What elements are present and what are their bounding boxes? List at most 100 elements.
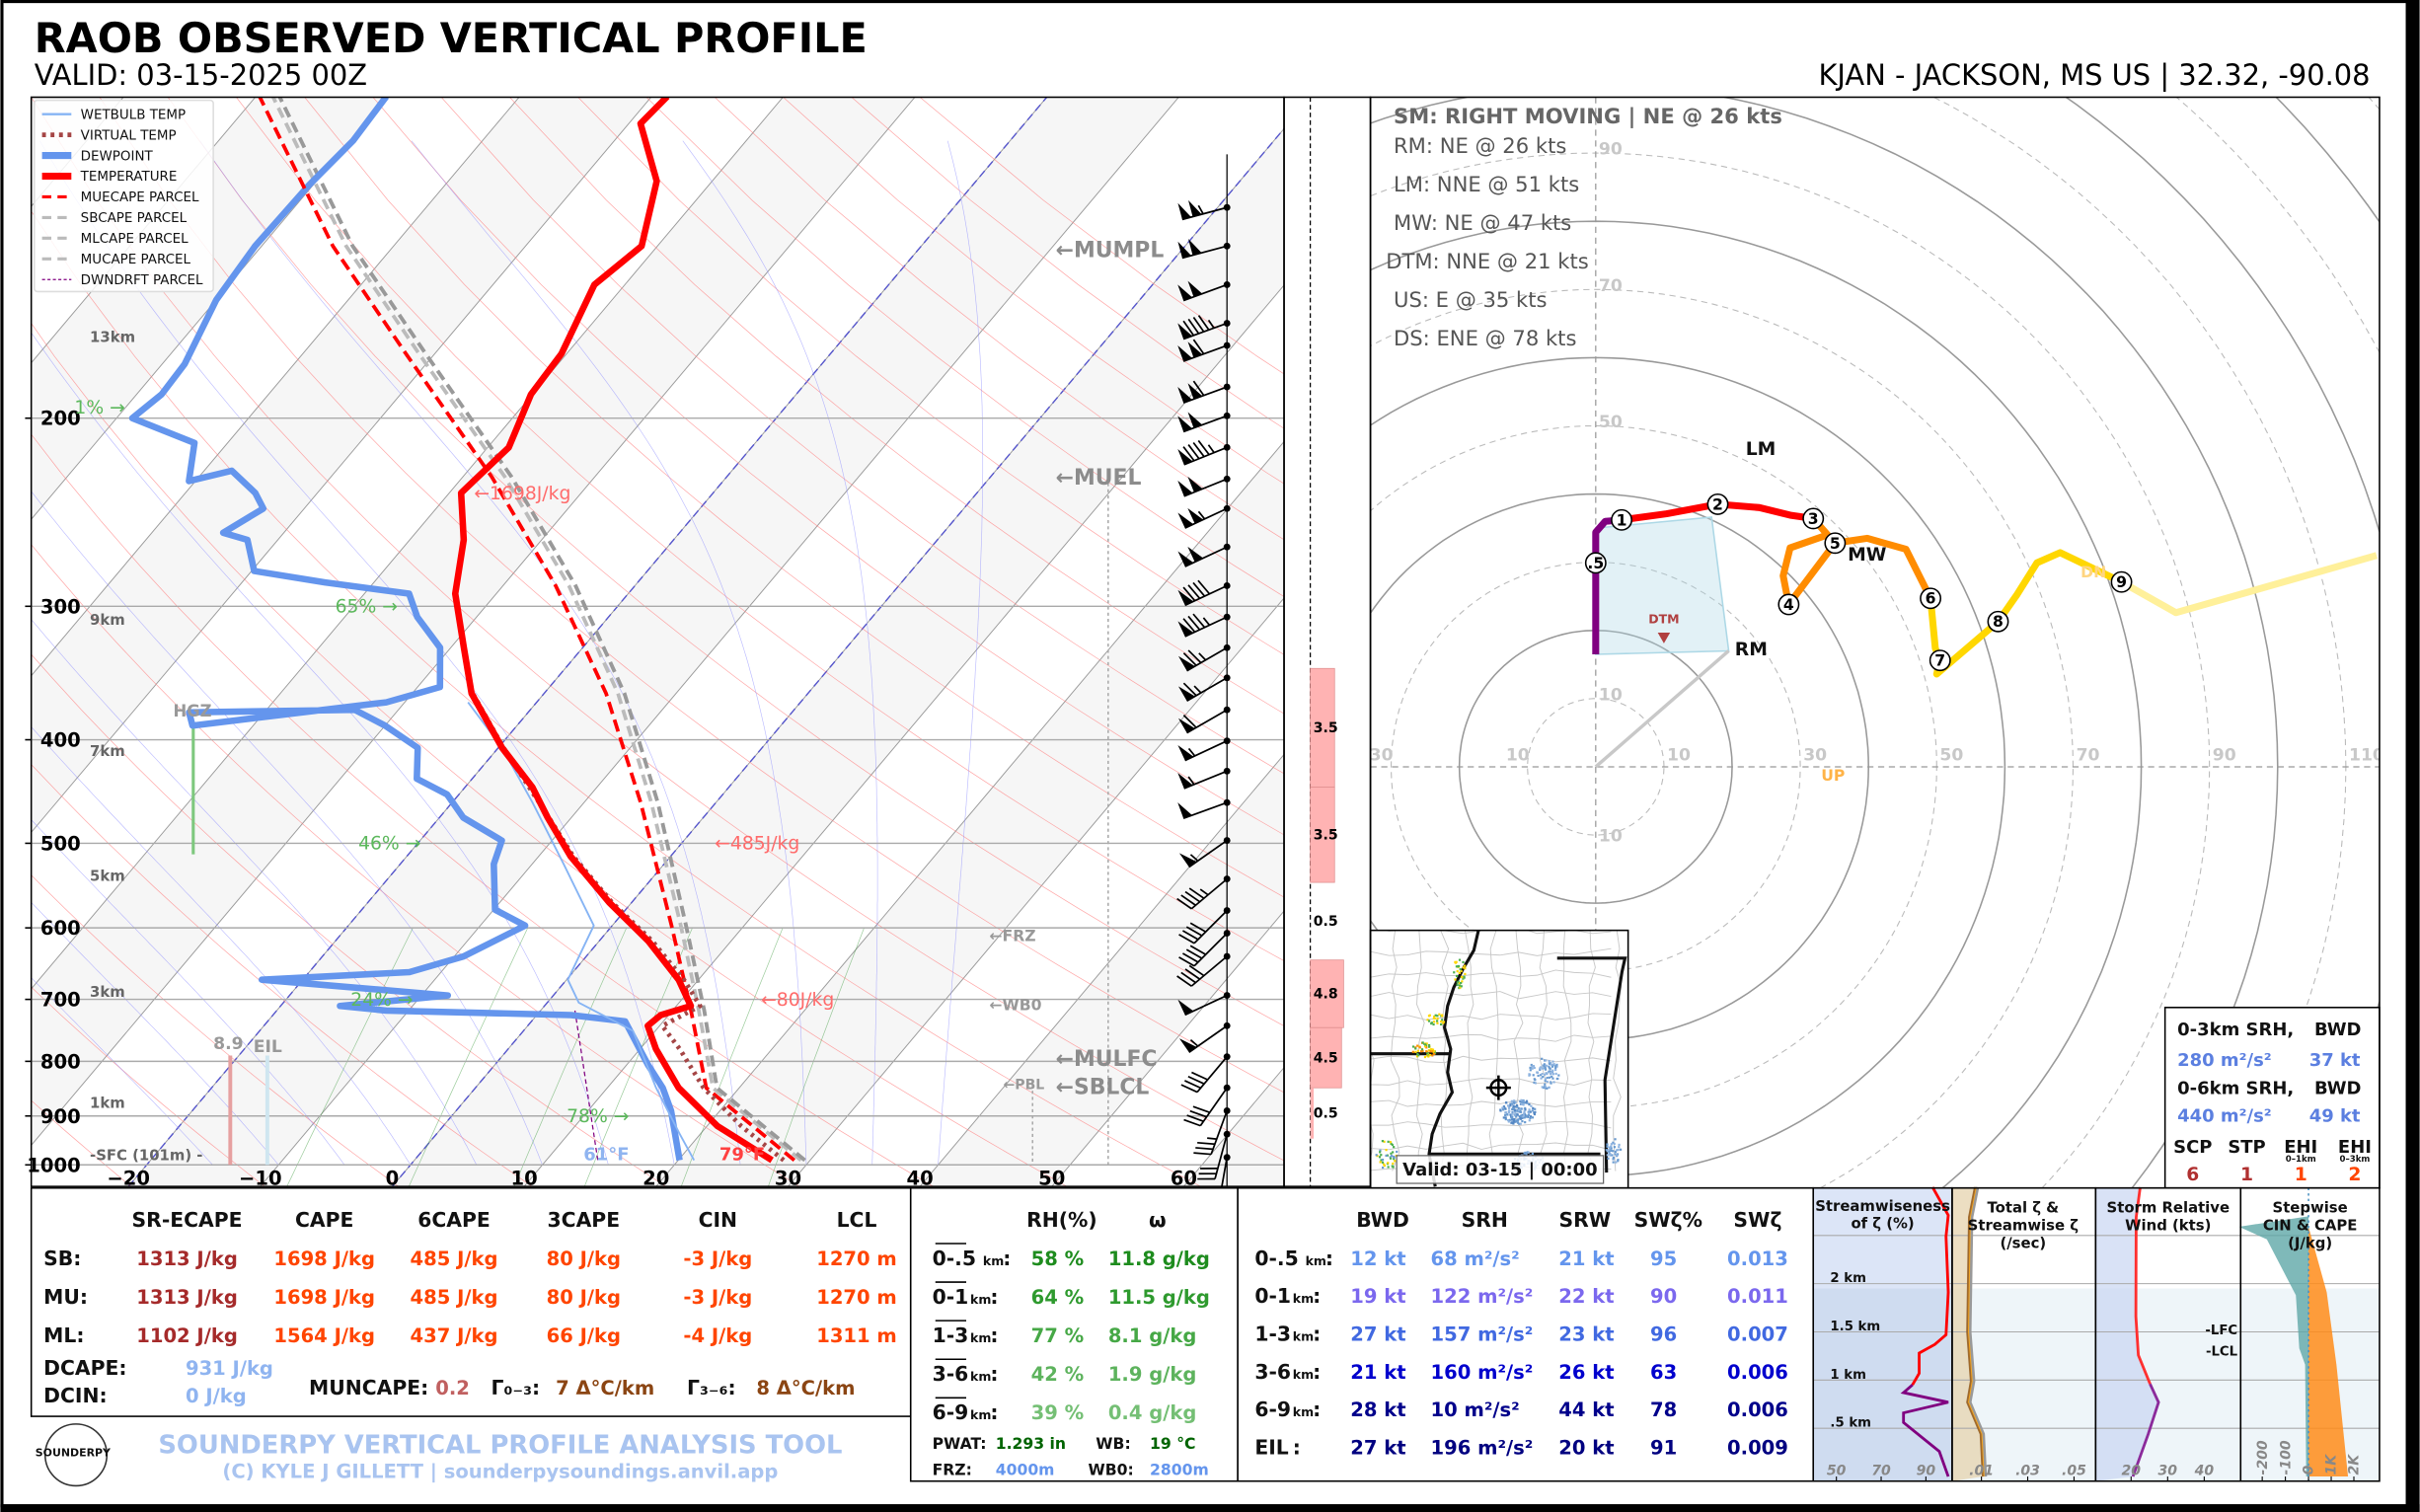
radar-echo [1442,1021,1445,1024]
radar-echo [1533,1111,1536,1114]
kinematics-value: 28 kt [1350,1399,1405,1421]
hgz-label: HGZ [173,702,211,720]
barb-feather [1185,926,1203,937]
radar-echo [1541,1072,1544,1076]
wind-barb [1177,992,1231,1017]
logo-text: SOUNDERPY [36,1447,112,1460]
radar-echo [1612,1150,1615,1153]
county-line [1513,930,1524,1172]
dry-adiabat [236,97,1285,961]
thermo-value: 1311 m [816,1324,897,1347]
radar-echo [1518,1110,1521,1113]
radar-echo [1521,1113,1524,1116]
barb-shaft [1184,507,1228,529]
lfc-lcl-marker: -LFC [2205,1323,2237,1338]
index-label: EHI [2284,1137,2317,1158]
radar-echo [1550,1070,1553,1074]
radar-echo [1499,1109,1502,1112]
index-value: 6 [2186,1165,2199,1185]
radar-echo [1551,1073,1554,1076]
wind-barb [1183,1084,1231,1127]
radar-echo [1522,1103,1525,1106]
thermo-value: 1270 m [816,1286,897,1309]
kinematics-value: 160 m²/s² [1431,1361,1534,1384]
barb-half-feather [1199,888,1209,896]
thermo-table-frame [30,1186,912,1417]
radar-echo [1418,1046,1421,1049]
moist-adiabat [682,140,878,1166]
radar-echo [1534,1107,1537,1110]
thermo-row-label: MU: [43,1285,88,1309]
radar-echo [1454,978,1457,981]
radar-echo [1432,1017,1435,1020]
radar-echo [1439,1022,1443,1026]
radar-echo [1427,1049,1430,1052]
radar-echo [1555,1077,1558,1081]
radar-echo [1544,1064,1547,1068]
county-line [1370,1120,1612,1129]
radar-echo [1421,1041,1424,1044]
radar-echo [1461,976,1464,979]
pwat-value: 1.293 in [996,1434,1066,1453]
radar-echo [1539,1067,1542,1070]
radar-echo [1425,1042,1428,1045]
kinematics-row-label: EIL [1254,1435,1288,1459]
omega-value: 8.1 g/kg [1108,1324,1196,1347]
county-line [1370,930,1375,1160]
radar-echo [1520,1098,1523,1101]
hodograph-ring [1527,698,1665,836]
barb-dot [1223,1021,1231,1029]
colon: : [990,1323,998,1347]
barb-feather [1197,315,1210,331]
radar-echo [1555,1063,1558,1067]
radar-echo [1543,1067,1546,1070]
radar-echo [1512,1104,1515,1107]
height-label: 7km [90,742,125,760]
kinematics-value: 0.011 [1727,1285,1788,1308]
wind-barb [1177,315,1231,340]
radar-echo [1379,1161,1382,1164]
parcel-level-label: ←MUEL [1056,466,1142,491]
mucape-parcel-line [277,97,806,1163]
lapse-rate-bar [1310,787,1335,883]
radar-echo [1543,1063,1546,1066]
radar-echo [1507,1120,1510,1123]
storm-motion-line: LM: NNE @ 51 kts [1394,172,1579,196]
hodograph: 10 10 10 10 30 30 50 50 70 70 90 90 110 .5 1 2 3 4 5 6 7 8 9 DT… [1370,97,2380,1188]
barb-flag [1187,412,1203,428]
hodograph-ring [2275,97,2380,223]
barb-feather [1197,579,1211,595]
radar-echo [1425,1054,1429,1057]
radar-echo [1608,1151,1611,1154]
kinematics-value: 0.009 [1727,1436,1788,1459]
barb-dot [1223,341,1231,349]
radar-echo [1504,1113,1507,1116]
radar-echo [1606,1154,1609,1157]
cin-area [2238,1216,2309,1477]
radar-echo [1545,1064,1549,1067]
radar-echo [1545,1087,1548,1090]
footer-credit: (C) KYLE J GILLETT | sounderpysoundings.… [222,1461,778,1483]
kinematics-value: 21 kt [1350,1361,1405,1384]
radar-echo [1517,1106,1520,1110]
surface-dewpoint-label: 61°F [583,1145,629,1166]
radar-echo [1462,960,1465,964]
height-marker-label: 3 [1808,509,1819,528]
barb-flag [1177,386,1192,404]
radar-echo [1537,1074,1540,1077]
x-tick-label: 40 [907,1168,934,1190]
lapse-rate-value: 4.8 [1314,987,1338,1003]
kinematics-value: 26 kt [1558,1361,1614,1384]
frz-table-label: FRZ: [933,1460,972,1478]
surface-temperature-label: 79°F [719,1145,765,1166]
x-tick-label: 30 [775,1168,801,1190]
radar-echo [1529,1115,1533,1118]
radar-echo [1523,1152,1526,1155]
storm-motion-arrow [1594,649,1730,769]
wind-barb [1193,1107,1231,1156]
radar-echo [1518,1115,1521,1118]
radar-echo [1385,1149,1388,1152]
radar-echo [1507,1110,1511,1114]
mini-chart-title: Stepwise [2273,1199,2348,1217]
radar-echo [1617,1159,1620,1162]
